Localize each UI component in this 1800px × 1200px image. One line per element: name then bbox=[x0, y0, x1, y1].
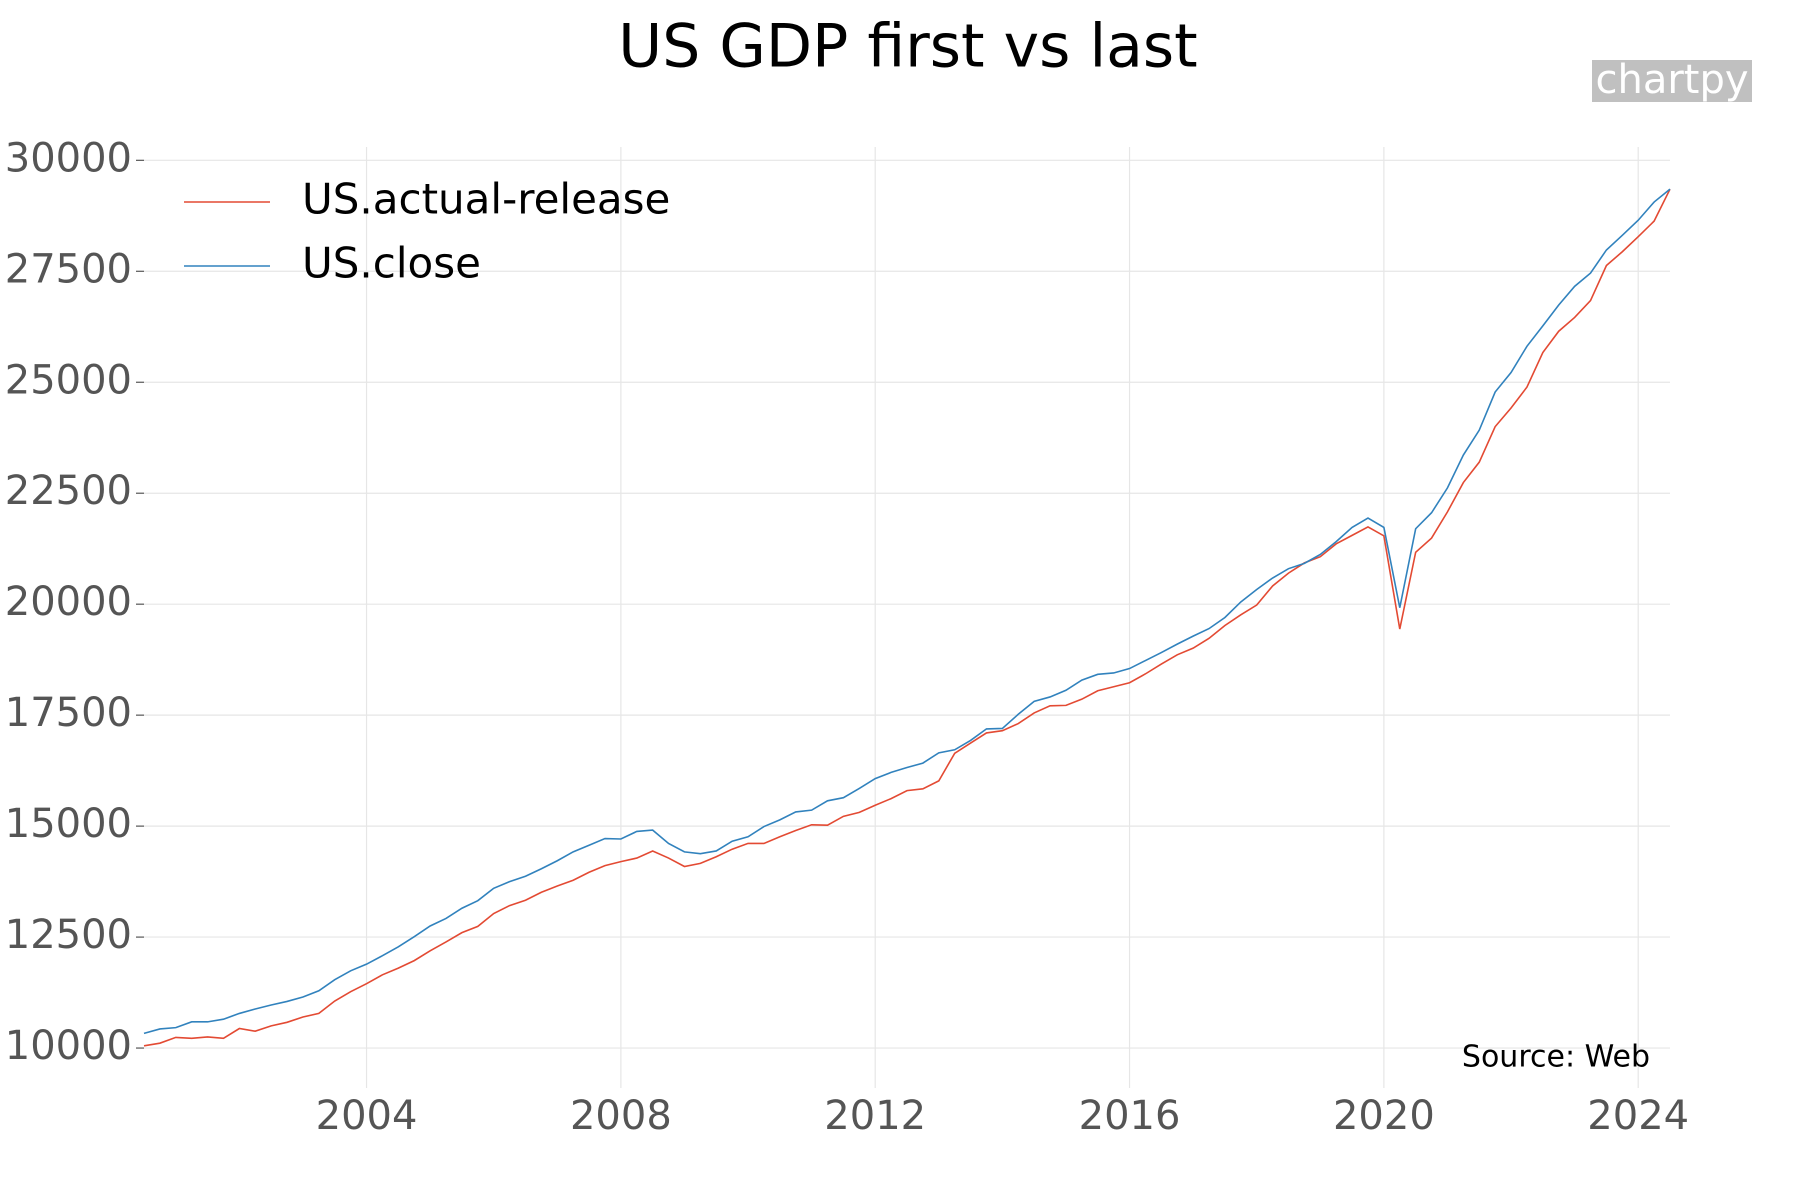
data-line bbox=[143, 188, 1671, 1047]
x-tick-label: 2012 bbox=[824, 1093, 926, 1139]
chart-title: US GDP first vs last bbox=[618, 12, 1197, 82]
watermark-box bbox=[1592, 60, 1752, 102]
data-line bbox=[143, 188, 1671, 1035]
y-tick-label: 22500 bbox=[5, 468, 132, 514]
y-tick-label: 12500 bbox=[5, 912, 132, 958]
y-tick-label: 30000 bbox=[5, 135, 132, 181]
y-tick-label: 15000 bbox=[5, 801, 132, 847]
y-tick-label: 25000 bbox=[5, 357, 132, 403]
source-note: Source: Web bbox=[1462, 1040, 1650, 1075]
legend-label: US.close bbox=[302, 239, 481, 288]
x-tick-label: 2008 bbox=[570, 1093, 672, 1139]
y-tick-label: 20000 bbox=[5, 579, 132, 625]
x-tick-label: 2004 bbox=[316, 1093, 418, 1139]
legend-label: US.actual-release bbox=[302, 175, 670, 224]
y-tick-label: 27500 bbox=[5, 246, 132, 292]
y-tick-label: 10000 bbox=[5, 1023, 132, 1069]
x-tick-label: 2016 bbox=[1079, 1093, 1181, 1139]
x-tick-label: 2024 bbox=[1587, 1093, 1689, 1139]
y-tick-label: 17500 bbox=[5, 690, 132, 736]
x-tick-label: 2020 bbox=[1333, 1093, 1435, 1139]
watermark: chartpy bbox=[1595, 57, 1748, 103]
